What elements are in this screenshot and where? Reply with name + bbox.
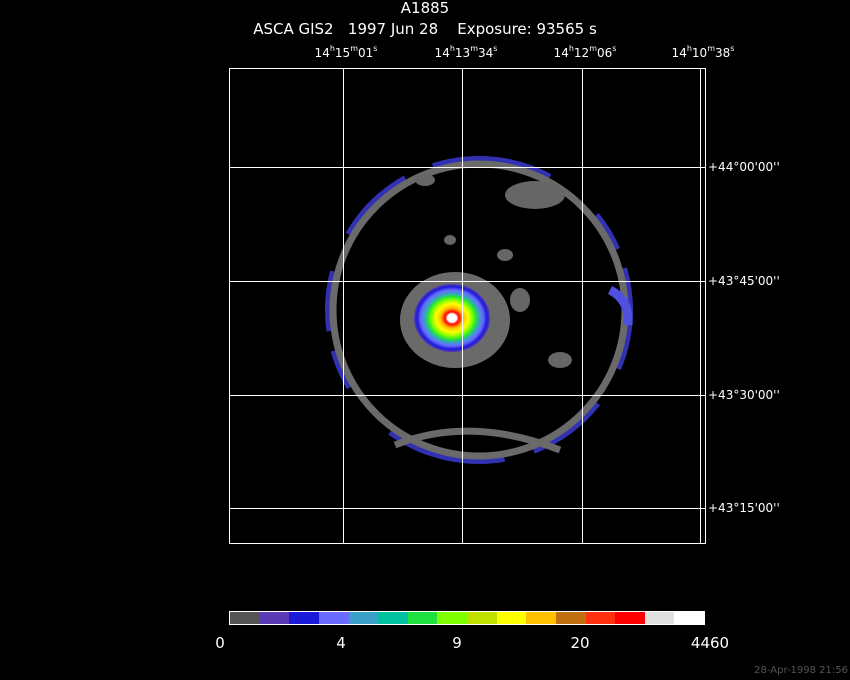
- observation-subtitle: ASCA GIS2 1997 Jun 28 Exposure: 93565 s: [253, 20, 597, 38]
- dec-label: +43°30'00'': [708, 388, 780, 402]
- colorbar-segment: [555, 612, 586, 624]
- colorbar-segment: [259, 612, 290, 624]
- cluster-core: [400, 272, 510, 368]
- dec-label: +43°15'00'': [708, 501, 780, 515]
- colorbar-segment: [526, 612, 556, 624]
- colorbar-segment: [467, 612, 497, 624]
- dec-label: +44°00'00'': [708, 160, 780, 174]
- colorbar-segment: [674, 612, 704, 624]
- colorbar-segment: [644, 612, 675, 624]
- colorbar-segment: [348, 612, 379, 624]
- colorbar-tick-label: 20: [570, 634, 590, 652]
- colorbar-segment: [585, 612, 616, 624]
- colorbar-segment: [378, 612, 408, 624]
- detector-ring: [325, 156, 633, 464]
- colorbar: [229, 611, 705, 625]
- coordinate-grid: [229, 68, 706, 544]
- ra-label: 14h13m34s: [434, 44, 498, 60]
- ra-label: 14h10m38s: [671, 44, 735, 60]
- colorbar-segment: [289, 612, 319, 624]
- colorbar-tick-label: 0: [215, 634, 225, 652]
- colorbar-segment: [437, 612, 467, 624]
- ra-label: 14h15m01s: [314, 44, 378, 60]
- colorbar-segment: [615, 612, 645, 624]
- colorbar-segment: [496, 612, 527, 624]
- colorbar-tick-label: 4: [336, 634, 346, 652]
- object-title: A1885: [400, 0, 450, 17]
- colorbar-tick-label: 4460: [690, 634, 730, 652]
- colorbar-segment: [407, 612, 438, 624]
- colorbar-segment: [318, 612, 349, 624]
- ra-label: 14h12m06s: [553, 44, 617, 60]
- timestamp: 28-Apr-1998 21:56: [754, 665, 848, 676]
- dec-label: +43°45'00'': [708, 274, 780, 288]
- diffuse-emission: [415, 174, 572, 368]
- colorbar-segment: [230, 612, 260, 624]
- colorbar-tick-label: 9: [452, 634, 462, 652]
